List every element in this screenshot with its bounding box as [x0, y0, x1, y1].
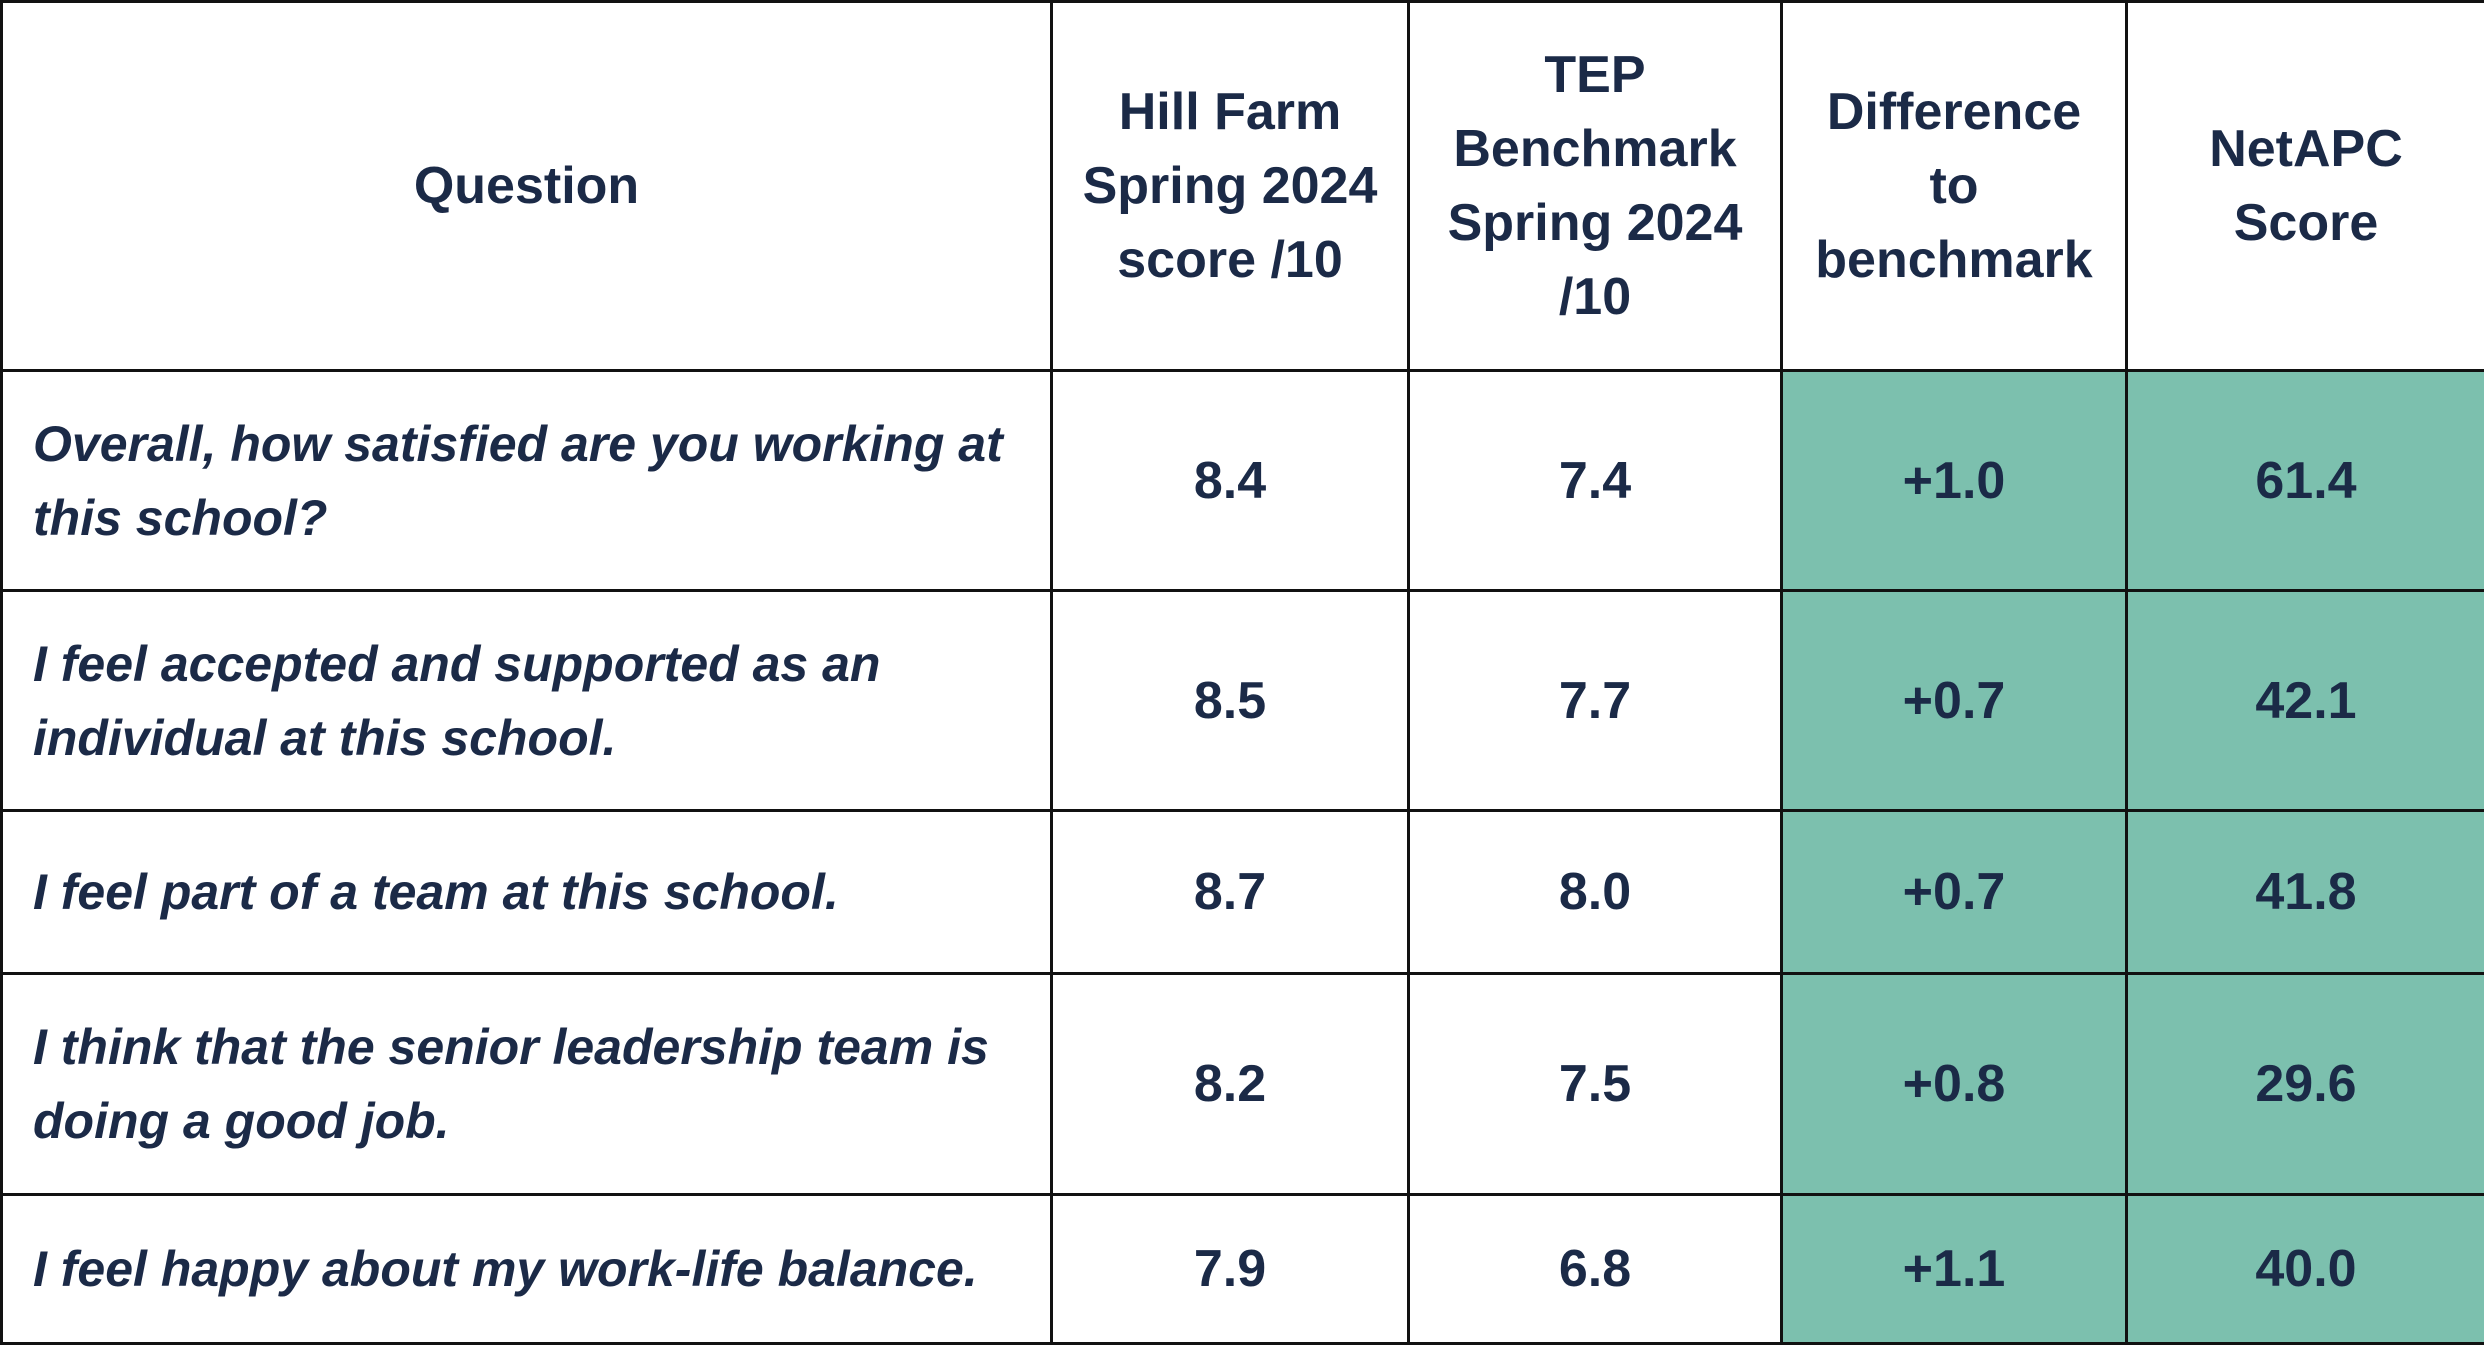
netapc-score: 40.0: [2127, 1195, 2484, 1344]
header-netapc: NetAPC Score: [2127, 2, 2484, 371]
table-row: I feel part of a team at this school. 8.…: [2, 811, 2484, 974]
hill-farm-score: 8.4: [1052, 371, 1409, 591]
netapc-score: 61.4: [2127, 371, 2484, 591]
netapc-score: 42.1: [2127, 591, 2484, 811]
benchmark-score: 7.5: [1409, 974, 1782, 1195]
difference-value: +0.7: [1782, 811, 2127, 974]
difference-value: +0.8: [1782, 974, 2127, 1195]
header-benchmark-line: TEP: [1544, 46, 1645, 104]
question-cell: I feel accepted and supported as an indi…: [2, 591, 1052, 811]
hill-farm-score: 7.9: [1052, 1195, 1409, 1344]
question-line: I feel accepted and supported as an: [33, 636, 880, 692]
hill-farm-score: 8.5: [1052, 591, 1409, 811]
benchmark-score: 6.8: [1409, 1195, 1782, 1344]
table-row: I think that the senior leadership team …: [2, 974, 2484, 1195]
header-difference-line: Difference: [1827, 83, 2081, 141]
header-benchmark-line: /10: [1559, 268, 1631, 326]
netapc-score: 41.8: [2127, 811, 2484, 974]
hill-farm-score: 8.2: [1052, 974, 1409, 1195]
header-difference-line: benchmark: [1815, 231, 2092, 289]
question-cell: I feel part of a team at this school.: [2, 811, 1052, 974]
question-line: doing a good job.: [33, 1093, 450, 1149]
question-line: individual at this school.: [33, 710, 616, 766]
question-line: I feel happy about my work-life balance.: [33, 1241, 978, 1297]
netapc-score: 29.6: [2127, 974, 2484, 1195]
benchmark-score: 7.7: [1409, 591, 1782, 811]
benchmark-score: 8.0: [1409, 811, 1782, 974]
header-hill-farm-line: Spring 2024: [1083, 157, 1378, 215]
hill-farm-score: 8.7: [1052, 811, 1409, 974]
header-hill-farm-line: Hill Farm: [1119, 83, 1342, 141]
header-hill-farm-line: score /10: [1117, 231, 1343, 289]
question-line: I feel part of a team at this school.: [33, 864, 839, 920]
question-line: Overall, how satisfied are you working a…: [33, 416, 1003, 472]
header-difference: Difference to benchmark: [1782, 2, 2127, 371]
question-cell: I think that the senior leadership team …: [2, 974, 1052, 1195]
benchmark-score: 7.4: [1409, 371, 1782, 591]
header-benchmark-line: Benchmark: [1453, 120, 1736, 178]
difference-value: +1.0: [1782, 371, 2127, 591]
header-benchmark-line: Spring 2024: [1448, 194, 1743, 252]
table-row: I feel accepted and supported as an indi…: [2, 591, 2484, 811]
header-netapc-line: NetAPC: [2209, 120, 2403, 178]
table-row: I feel happy about my work-life balance.…: [2, 1195, 2484, 1344]
header-row: Question Hill Farm Spring 2024 score /10…: [2, 2, 2484, 371]
header-question: Question: [2, 2, 1052, 371]
header-benchmark: TEP Benchmark Spring 2024 /10: [1409, 2, 1782, 371]
header-hill-farm: Hill Farm Spring 2024 score /10: [1052, 2, 1409, 371]
question-cell: Overall, how satisfied are you working a…: [2, 371, 1052, 591]
question-cell: I feel happy about my work-life balance.: [2, 1195, 1052, 1344]
difference-value: +0.7: [1782, 591, 2127, 811]
question-line: this school?: [33, 490, 327, 546]
header-netapc-line: Score: [2234, 194, 2379, 252]
header-difference-line: to: [1929, 157, 1978, 215]
question-line: I think that the senior leadership team …: [33, 1019, 989, 1075]
difference-value: +1.1: [1782, 1195, 2127, 1344]
table-row: Overall, how satisfied are you working a…: [2, 371, 2484, 591]
